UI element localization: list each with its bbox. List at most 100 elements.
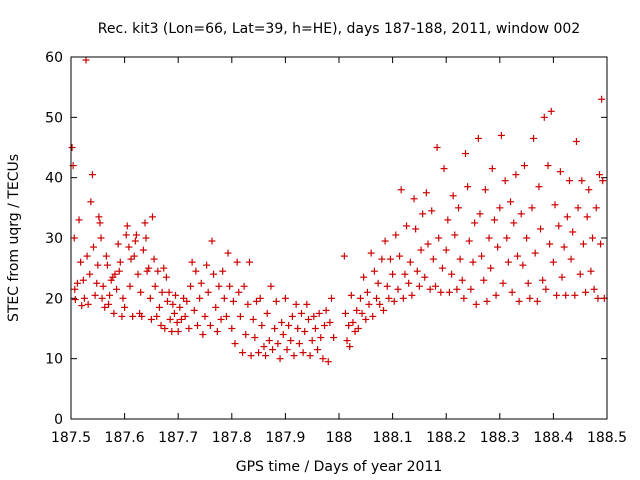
- data-point: [461, 150, 469, 158]
- data-point: [406, 258, 414, 266]
- data-point: [426, 285, 434, 293]
- data-point: [526, 294, 534, 302]
- data-point: [262, 352, 270, 360]
- data-point: [141, 219, 149, 227]
- data-point: [78, 302, 86, 310]
- data-point: [287, 337, 295, 345]
- data-point: [101, 303, 109, 311]
- x-tick-label: 187.5: [51, 430, 91, 446]
- data-point: [560, 243, 568, 251]
- data-point: [106, 291, 114, 299]
- data-point: [113, 285, 121, 293]
- data-point: [317, 334, 325, 342]
- data-point: [150, 255, 158, 263]
- data-point: [512, 171, 520, 179]
- data-point: [283, 346, 291, 354]
- data-point: [68, 144, 76, 151]
- data-point: [542, 285, 550, 293]
- data-point: [590, 285, 598, 293]
- data-point: [483, 297, 491, 305]
- data-point: [428, 207, 436, 215]
- data-point: [96, 219, 104, 227]
- data-point: [247, 352, 255, 360]
- data-point: [376, 300, 384, 308]
- x-axis-label: GPS time / Days of year 2011: [236, 459, 443, 475]
- data-point: [235, 288, 243, 296]
- data-point: [341, 309, 349, 317]
- data-point: [163, 297, 171, 305]
- data-point: [210, 270, 218, 278]
- data-point: [236, 312, 244, 320]
- data-point: [142, 234, 150, 242]
- data-point: [321, 321, 329, 329]
- data-point: [587, 267, 595, 275]
- data-point: [196, 294, 204, 302]
- data-point: [110, 309, 118, 317]
- x-tick-label: 188.1: [373, 430, 413, 446]
- data-point: [269, 346, 277, 354]
- data-point: [107, 276, 115, 284]
- data-point: [279, 331, 287, 339]
- data-point: [174, 328, 182, 336]
- y-tick-label: 0: [54, 412, 63, 428]
- data-point: [118, 312, 126, 320]
- data-point: [319, 355, 327, 363]
- data-point: [231, 340, 239, 348]
- data-point: [356, 294, 364, 302]
- data-point: [123, 222, 131, 230]
- data-point: [520, 162, 528, 170]
- data-point: [582, 288, 590, 296]
- data-point: [571, 291, 579, 299]
- data-point: [125, 243, 133, 251]
- data-point: [127, 255, 135, 263]
- data-point: [155, 303, 163, 311]
- y-tick-label: 60: [45, 50, 63, 66]
- data-point: [131, 237, 139, 245]
- data-point: [311, 325, 319, 332]
- data-point: [340, 252, 348, 260]
- data-point: [169, 300, 177, 308]
- data-point: [569, 228, 577, 236]
- data-point: [274, 340, 282, 348]
- data-point: [272, 297, 280, 305]
- data-point: [93, 279, 101, 287]
- data-point: [539, 276, 547, 284]
- data-point: [429, 255, 437, 263]
- data-point: [592, 204, 600, 212]
- data-point: [226, 282, 234, 290]
- data-point: [147, 315, 155, 323]
- data-point: [180, 294, 188, 302]
- data-point: [295, 340, 303, 348]
- data-point: [530, 134, 538, 142]
- data-point: [183, 297, 191, 305]
- data-point: [562, 291, 570, 299]
- data-point: [208, 237, 216, 245]
- x-tick-label: 188.5: [587, 430, 627, 446]
- data-point: [510, 219, 518, 227]
- data-point: [197, 279, 205, 287]
- data-point: [576, 270, 584, 278]
- data-point: [507, 198, 515, 206]
- data-point: [598, 95, 606, 103]
- data-point: [358, 309, 366, 317]
- data-point: [71, 296, 79, 304]
- data-point: [233, 258, 241, 266]
- data-point: [373, 294, 381, 302]
- data-point: [145, 264, 153, 272]
- data-point: [301, 328, 309, 336]
- data-point: [306, 352, 314, 360]
- data-point: [546, 240, 554, 248]
- data-point: [215, 282, 223, 290]
- data-point: [153, 312, 161, 320]
- data-point: [245, 258, 253, 266]
- data-point: [494, 243, 502, 251]
- data-point: [374, 279, 382, 287]
- data-point: [471, 219, 479, 227]
- data-point: [444, 216, 452, 224]
- data-point: [228, 325, 236, 332]
- data-point: [481, 186, 489, 194]
- data-point: [219, 267, 227, 275]
- data-point: [394, 285, 402, 293]
- data-point: [327, 294, 335, 302]
- y-tick-label: 30: [45, 231, 63, 247]
